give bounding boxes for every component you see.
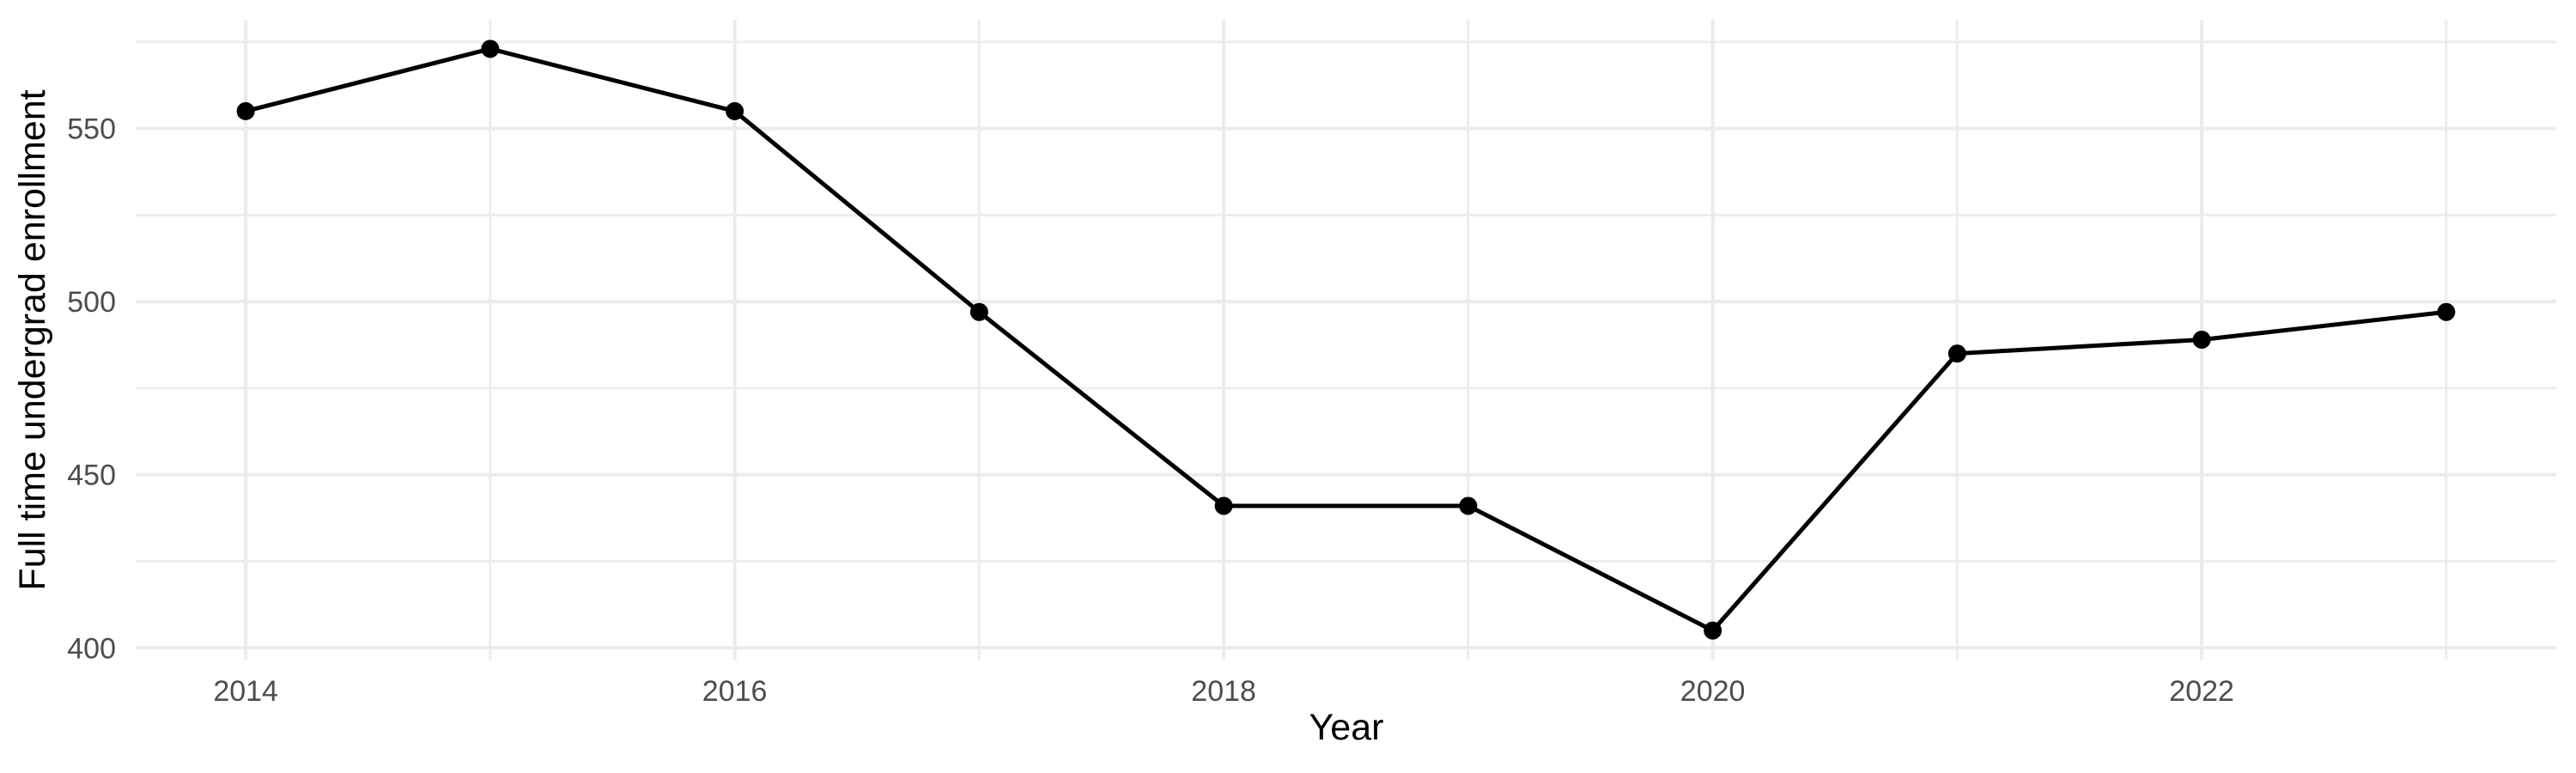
- data-point-2017: [969, 302, 988, 321]
- x-tick-label: 2020: [1680, 675, 1746, 708]
- x-tick-label: 2018: [1191, 675, 1256, 708]
- enrollment-trend-line: [245, 46, 2447, 634]
- tick-layer: 400 450 500 550 2014 2016 2018 2020 2022: [67, 113, 2234, 708]
- x-axis-title: Year: [1309, 707, 1384, 748]
- y-tick-label: 500: [67, 286, 116, 319]
- data-point-2019: [1459, 496, 1478, 515]
- y-tick-label: 550: [67, 113, 116, 146]
- y-tick-label: 400: [67, 632, 116, 665]
- data-point-2021: [1947, 344, 1966, 363]
- data-point-2016: [726, 101, 744, 120]
- data-point-2020: [1704, 621, 1722, 640]
- series-layer: [236, 40, 2456, 640]
- x-tick-label: 2014: [213, 675, 278, 708]
- x-tick-label: 2016: [702, 675, 768, 708]
- y-tick-label: 450: [67, 460, 116, 492]
- data-point-2022: [2192, 331, 2211, 349]
- data-point-2023: [2437, 302, 2456, 321]
- y-axis-title: Full time undergrad enrollment: [12, 89, 53, 590]
- data-point-2014: [236, 101, 255, 120]
- data-point-2015: [481, 40, 500, 58]
- x-tick-label: 2022: [2169, 675, 2234, 708]
- data-point-2018: [1214, 496, 1233, 515]
